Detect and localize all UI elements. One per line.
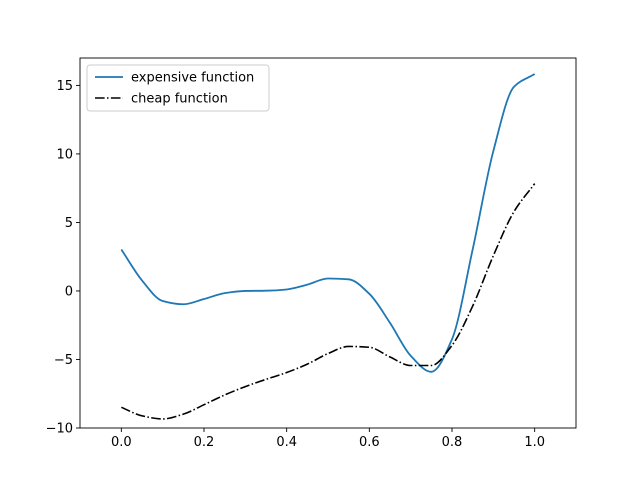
y-tick-label: 5: [65, 216, 73, 231]
y-tick-label: 15: [56, 79, 73, 94]
y-tick-label: −10: [46, 422, 73, 437]
x-tick-label: 1.0: [524, 435, 545, 450]
legend-box: [86, 64, 270, 112]
x-tick-label: 0.0: [111, 435, 132, 450]
x-tick-label: 0.6: [359, 435, 380, 450]
series-layer: [120, 73, 536, 420]
x-axis: 0.0 0.2 0.4 0.6 0.8 1.0: [111, 428, 545, 450]
series-line-cheap-function: [121, 183, 536, 420]
x-tick-label: 0.2: [194, 435, 215, 450]
legend: expensive function cheap function: [86, 64, 270, 112]
legend-label-expensive-function: expensive function: [131, 71, 254, 86]
y-axis: −10 −5 0 5 10 15: [46, 79, 80, 437]
plot-frame: [79, 57, 577, 429]
y-tick-label: −5: [54, 353, 73, 368]
x-tick-label: 0.8: [442, 435, 463, 450]
legend-label-cheap-function: cheap function: [131, 92, 228, 107]
y-tick-label: 10: [56, 147, 73, 162]
y-tick-label: 0: [65, 284, 73, 299]
x-tick-label: 0.4: [276, 435, 297, 450]
series-line-expensive-function: [120, 73, 536, 373]
